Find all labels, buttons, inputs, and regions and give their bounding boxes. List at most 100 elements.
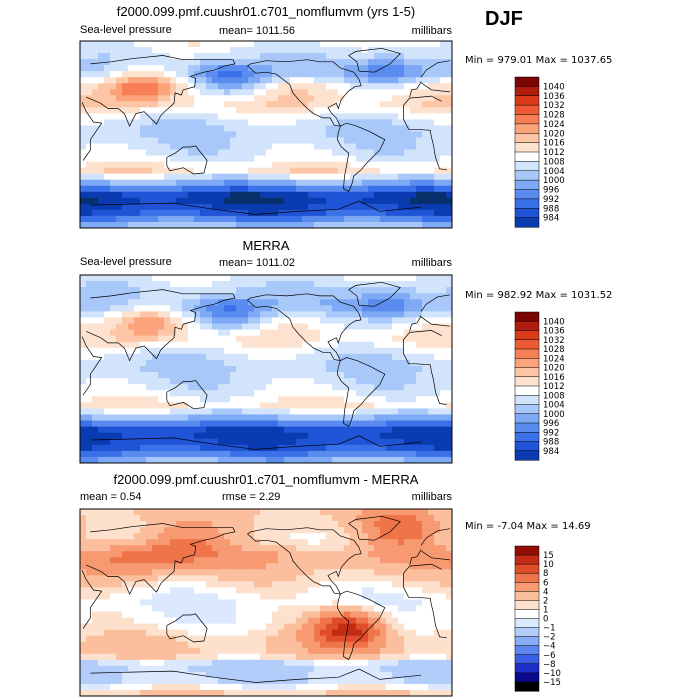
map-cell bbox=[320, 545, 327, 552]
map-cell bbox=[140, 323, 147, 330]
map-cell bbox=[128, 575, 135, 582]
map-cell bbox=[272, 450, 279, 458]
map-cell bbox=[338, 438, 345, 446]
map-cell bbox=[308, 95, 315, 102]
map-cell bbox=[86, 311, 93, 318]
map-cell bbox=[188, 365, 195, 373]
map-cell bbox=[140, 438, 147, 446]
map-cell bbox=[218, 101, 225, 108]
map-cell bbox=[212, 605, 219, 612]
map-cell bbox=[344, 384, 351, 391]
map-cell bbox=[422, 281, 429, 288]
map-cell bbox=[236, 378, 243, 385]
map-cell bbox=[92, 143, 99, 150]
map-cell bbox=[218, 305, 225, 312]
map-cell bbox=[284, 372, 291, 379]
map-cell bbox=[368, 47, 375, 54]
map-cell bbox=[446, 119, 453, 126]
map-cell bbox=[122, 569, 129, 576]
map-cell bbox=[170, 107, 177, 114]
map-cell bbox=[188, 396, 195, 403]
map-cell bbox=[188, 444, 195, 452]
map-cell bbox=[248, 593, 255, 600]
map-cell bbox=[110, 353, 117, 361]
map-cell bbox=[350, 323, 357, 330]
map-cell bbox=[188, 605, 195, 612]
map-cell bbox=[374, 347, 381, 355]
map-cell bbox=[350, 557, 357, 564]
map-cell bbox=[134, 569, 141, 576]
map-cell bbox=[122, 605, 129, 612]
map-cell bbox=[104, 372, 111, 379]
map-cell bbox=[218, 83, 225, 90]
map-cell bbox=[362, 197, 369, 205]
map-cell bbox=[314, 107, 321, 114]
map-cell bbox=[386, 203, 393, 211]
map-cell bbox=[260, 347, 267, 355]
map-cell bbox=[170, 119, 177, 126]
map-cell bbox=[146, 161, 153, 169]
map-cell bbox=[440, 533, 447, 540]
map-cell bbox=[308, 41, 315, 48]
map-cell bbox=[422, 89, 429, 96]
map-cell bbox=[164, 456, 171, 464]
map-cell bbox=[374, 557, 381, 564]
map-cell bbox=[236, 450, 243, 458]
map-cell bbox=[338, 101, 345, 108]
map-cell bbox=[422, 365, 429, 373]
map-cell bbox=[230, 527, 237, 534]
map-cell bbox=[434, 341, 441, 349]
map-cell bbox=[104, 101, 111, 108]
map-cell bbox=[116, 299, 123, 306]
map-cell bbox=[188, 293, 195, 300]
map-cell bbox=[212, 527, 219, 534]
map-cell bbox=[260, 173, 267, 181]
map-cell bbox=[164, 581, 171, 588]
map-cell bbox=[98, 450, 105, 458]
map-cell bbox=[254, 287, 261, 294]
map-cell bbox=[422, 275, 429, 282]
map-cell bbox=[224, 575, 231, 582]
map-cell bbox=[236, 569, 243, 576]
map-cell bbox=[260, 131, 267, 138]
map-cell bbox=[260, 323, 267, 330]
map-cell bbox=[80, 89, 87, 96]
map-cell bbox=[362, 557, 369, 564]
map-cell bbox=[446, 390, 453, 397]
map-cell bbox=[332, 408, 339, 415]
map-cell bbox=[206, 335, 213, 343]
map-cell bbox=[158, 155, 165, 163]
map-cell bbox=[320, 539, 327, 546]
map-cell bbox=[332, 551, 339, 558]
map-cell bbox=[398, 432, 405, 440]
map-cell bbox=[236, 101, 243, 108]
map-cell bbox=[392, 173, 399, 181]
map-cell bbox=[290, 71, 297, 78]
map-cell bbox=[116, 77, 123, 84]
map-cell bbox=[266, 107, 273, 114]
map-cell bbox=[260, 533, 267, 540]
map-cell bbox=[206, 293, 213, 300]
map-cell bbox=[86, 161, 93, 169]
map-cell bbox=[404, 41, 411, 48]
map-cell bbox=[404, 305, 411, 312]
map-cell bbox=[206, 275, 213, 282]
map-cell bbox=[200, 527, 207, 534]
map-cell bbox=[152, 509, 159, 516]
map-cell bbox=[374, 414, 381, 421]
map-cell bbox=[416, 533, 423, 540]
coastline bbox=[409, 315, 422, 332]
map-cell bbox=[308, 587, 315, 594]
map-cell bbox=[362, 432, 369, 440]
map-cell bbox=[134, 575, 141, 582]
map-cell bbox=[152, 275, 159, 282]
map-cell bbox=[110, 390, 117, 397]
map-cell bbox=[236, 89, 243, 96]
map-cell bbox=[272, 179, 279, 187]
map-cell bbox=[248, 71, 255, 78]
map-cell bbox=[206, 149, 213, 157]
map-cell bbox=[392, 414, 399, 421]
map-cell bbox=[206, 527, 213, 534]
map-cell bbox=[392, 527, 399, 534]
map-cell bbox=[182, 599, 189, 606]
